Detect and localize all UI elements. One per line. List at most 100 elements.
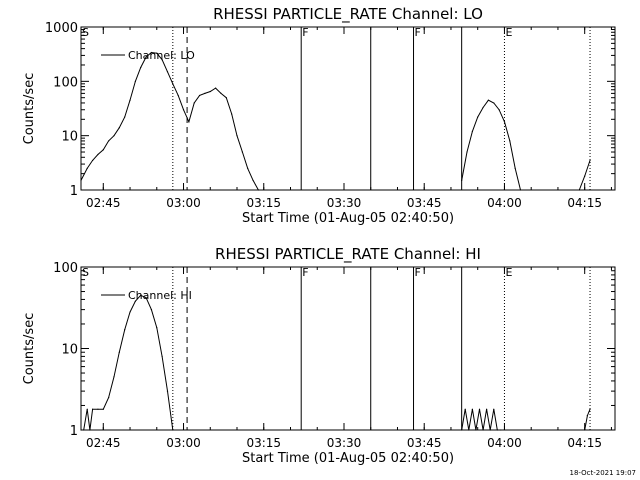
data-point — [140, 294, 142, 296]
data-point — [172, 429, 174, 431]
data-point — [97, 408, 99, 410]
data-point — [247, 167, 249, 169]
x-tick-label: 03:30 — [327, 436, 362, 450]
data-point — [89, 429, 91, 431]
y-axis-label: Counts/sec — [22, 313, 37, 385]
series-line — [80, 51, 259, 191]
data-point — [108, 140, 110, 142]
flag-label: E — [505, 266, 512, 279]
data-point — [209, 90, 211, 93]
data-point — [578, 189, 580, 191]
data-point — [482, 106, 484, 109]
series-line — [81, 294, 174, 431]
data-point — [118, 351, 120, 353]
data-point — [86, 167, 88, 169]
data-point — [478, 408, 481, 410]
x-tick-label: 03:30 — [327, 196, 362, 210]
chart-panel-1: RHESSI PARTICLE_RATE Channel: LO S F F E 02:4… — [22, 5, 616, 226]
data-point — [91, 159, 94, 162]
y-tick-label: 100 — [53, 75, 78, 90]
data-point — [166, 390, 169, 392]
data-point — [220, 92, 222, 94]
data-point — [509, 140, 511, 142]
data-point — [584, 429, 586, 431]
data-point — [118, 127, 120, 129]
data-point — [466, 151, 468, 153]
flag-label: F — [302, 266, 308, 279]
data-point — [489, 429, 491, 431]
data-point — [156, 52, 158, 54]
chart-title: RHESSI PARTICLE_RATE Channel: LO — [213, 5, 483, 24]
data-point — [236, 135, 238, 137]
data-point — [172, 83, 174, 85]
data-point — [145, 56, 147, 58]
legend-label: Channel: HI — [128, 289, 192, 302]
flag-label: F — [415, 26, 421, 39]
data-point — [134, 300, 136, 302]
data-point — [140, 66, 142, 69]
data-point — [586, 415, 588, 417]
data-point — [150, 309, 153, 311]
data-point — [108, 396, 110, 399]
flag-label: S — [82, 26, 89, 39]
y-tick-label: 10 — [61, 343, 78, 358]
data-point — [589, 408, 591, 410]
data-point — [182, 109, 185, 111]
y-tick-label: 1 — [70, 184, 78, 199]
data-point — [91, 408, 94, 410]
x-tick-label: 02:45 — [86, 436, 121, 450]
data-point — [177, 94, 179, 97]
x-tick-label: 04:15 — [567, 196, 602, 210]
data-point — [161, 355, 163, 357]
data-point — [503, 121, 506, 123]
data-point — [215, 87, 217, 89]
data-point — [487, 99, 490, 101]
x-axis-label: Start Time (01-Aug-05 02:40:50) — [242, 451, 454, 466]
flag-label: F — [302, 26, 308, 39]
chart-title: RHESSI PARTICLE_RATE Channel: HI — [215, 245, 481, 264]
data-point — [80, 429, 82, 431]
data-point — [471, 130, 473, 132]
plot-frame — [80, 26, 616, 191]
x-tick-label: 03:45 — [407, 436, 442, 450]
data-point — [464, 408, 466, 410]
data-point — [477, 116, 479, 118]
flag-label: E — [505, 26, 512, 39]
data-point — [231, 113, 233, 115]
data-point — [188, 121, 190, 123]
x-tick-label: 04:00 — [487, 196, 522, 210]
data-point — [486, 408, 488, 410]
data-point — [156, 327, 158, 329]
data-point — [461, 179, 463, 182]
y-axis-label: Counts/sec — [22, 73, 37, 145]
data-point — [193, 102, 195, 104]
data-point — [496, 429, 498, 431]
data-point — [113, 135, 115, 137]
x-tick-label: 04:00 — [487, 436, 522, 450]
series-line — [461, 409, 501, 431]
x-tick-label: 02:45 — [86, 196, 121, 210]
legend-label: Channel: LO — [128, 49, 195, 62]
data-point — [241, 151, 243, 153]
data-point — [493, 102, 495, 104]
data-point — [252, 179, 254, 182]
data-point — [129, 99, 131, 101]
data-point — [150, 51, 153, 54]
y-tick-label: 1000 — [45, 21, 78, 36]
data-point — [166, 71, 169, 73]
flag-label: F — [415, 266, 421, 279]
y-tick-label: 10 — [61, 130, 78, 145]
data-point — [145, 297, 147, 299]
data-point — [475, 429, 477, 431]
data-point — [161, 59, 163, 61]
data-point — [519, 189, 522, 191]
data-point — [471, 408, 473, 410]
data-point — [134, 80, 136, 82]
data-point — [468, 429, 470, 431]
data-point — [80, 179, 82, 182]
data-point — [493, 408, 495, 410]
data-point — [584, 175, 586, 177]
data-point — [124, 329, 126, 331]
data-point — [514, 167, 516, 169]
